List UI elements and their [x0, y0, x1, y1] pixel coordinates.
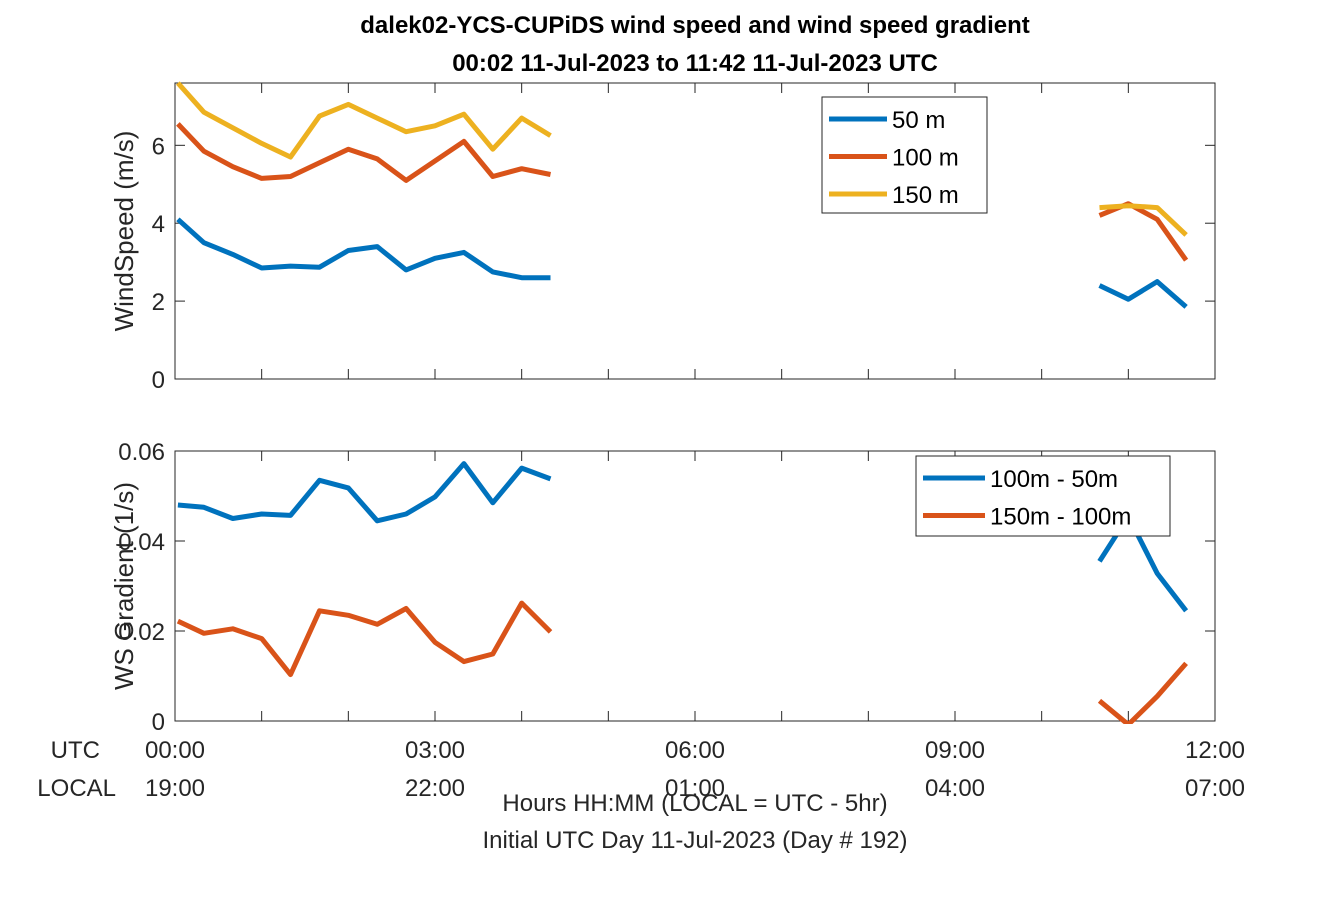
legend-box: [915, 455, 1171, 537]
y-tick-label: 4: [152, 211, 165, 238]
local-row-label: LOCAL: [37, 775, 116, 802]
x-tick-label-local: 04:00: [925, 775, 985, 802]
x-axis-title: Hours HH:MM (LOCAL = UTC - 5hr): [502, 790, 887, 817]
legend: 50 m 100 m 150 m: [821, 96, 988, 214]
x-tick-label-local: 01:00: [665, 775, 725, 802]
legend-entry: 150 m: [892, 182, 959, 209]
x-tick-label-local: 07:00: [1185, 775, 1245, 802]
x-tick-label-utc: 03:00: [405, 737, 465, 764]
wind-gradient-panel: 0 0.02 0.04 0.06 WS Gradient (1/s) 100m - 50m…: [109, 439, 1216, 736]
series-line-100m-50m: [177, 461, 1189, 613]
day-footnote: Initial UTC Day 11-Jul-2023 (Day # 192): [482, 827, 907, 854]
y-tick-label: 2: [152, 289, 165, 316]
wind-speed-panel: 0 2 4 6 WindSpeed (m/s) 50 m 100 m 150 m: [109, 81, 1216, 394]
series-line-100-m: [176, 122, 1189, 262]
y-tick-label: 0: [152, 709, 165, 736]
x-tick-label-utc: 12:00: [1185, 737, 1245, 764]
x-tick-label-local: 19:00: [145, 775, 205, 802]
x-tick-label-local: 22:00: [405, 775, 465, 802]
plot-area: [174, 82, 1216, 380]
legend-entry: 100m - 50m: [990, 466, 1118, 493]
chart-subtitle: 00:02 11-Jul-2023 to 11:42 11-Jul-2023 U…: [452, 50, 938, 77]
y-axis-label: WindSpeed (m/s): [109, 131, 139, 332]
chart-title: dalek02-YCS-CUPiDS wind speed and wind s…: [360, 12, 1029, 39]
legend: 100m - 50m 150m - 100m: [915, 455, 1171, 537]
utc-row-label: UTC: [51, 737, 100, 764]
y-tick-label: 0: [152, 367, 165, 394]
legend-entry: 100 m: [892, 145, 959, 172]
x-tick-label-utc: 09:00: [925, 737, 985, 764]
y-tick-label: 0.02: [118, 619, 165, 646]
y-tick-label: 6: [152, 133, 165, 160]
y-tick-label: 0.06: [118, 439, 165, 466]
y-axis-label: WS Gradient (1/s): [109, 482, 139, 690]
series-line-150-m: [176, 81, 1188, 237]
x-axis-labels: UTC LOCAL 00:00 19:00 03:00 22:00 06:00 01:00…: [37, 737, 1245, 802]
x-tick-label-utc: 00:00: [145, 737, 205, 764]
series-line-50-m: [176, 217, 1188, 309]
series-line-150m-100m: [176, 600, 1188, 724]
legend-entry: 50 m: [892, 107, 945, 134]
x-tick-label-utc: 06:00: [665, 737, 725, 764]
y-tick-label: 0.04: [118, 529, 165, 556]
legend-entry: 150m - 100m: [990, 504, 1131, 531]
